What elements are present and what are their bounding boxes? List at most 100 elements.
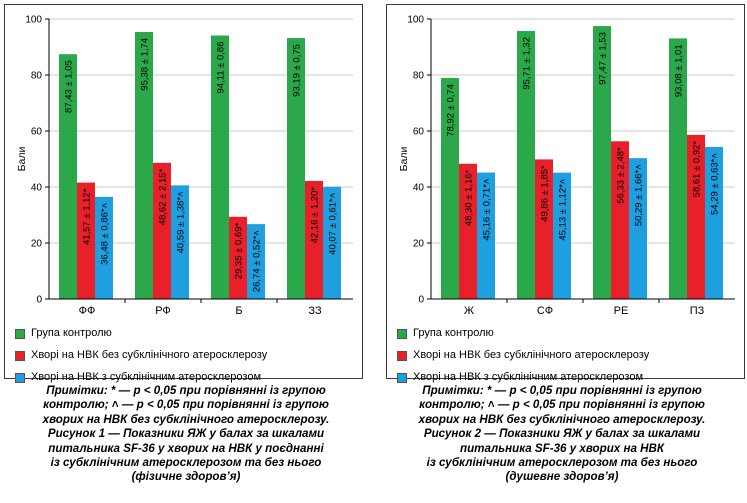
x-tick-label: Ж <box>464 305 474 317</box>
bar <box>517 31 535 300</box>
y-tick-label: 80 <box>413 71 425 82</box>
bar <box>77 182 95 299</box>
note-line: хворих на НВК без субклінічного атероскл… <box>42 412 330 426</box>
bar <box>171 185 189 299</box>
bar-value-label: 41,57 ± 1,12* <box>82 188 93 245</box>
legend-item-control: Група контролю <box>5 325 360 347</box>
y-tick-label: 20 <box>31 239 43 250</box>
x-tick-label: ПЗ <box>690 305 705 317</box>
y-tick-label: 20 <box>413 239 425 250</box>
bar-value-label: 45,13 ± 1,12*˄ <box>558 178 569 240</box>
note-line: контролю; ˄ — р < 0,05 при порівнянні із… <box>419 398 705 412</box>
note-line: Примітки: * — р < 0,05 при порівнянні із… <box>46 384 326 397</box>
legend-swatch-with-atherosclerosis <box>15 373 25 383</box>
y-tick-label: 80 <box>31 71 43 82</box>
bar <box>229 216 247 299</box>
bar-value-label: 78,92 ± 0,74 <box>446 84 457 137</box>
legend-label-without-atherosclerosis: Хворі на НВК без субклінічного атероскле… <box>31 349 268 361</box>
legend-label-without-atherosclerosis: Хворі на НВК без субклінічного атероскле… <box>413 349 650 361</box>
y-tick-label: 40 <box>413 183 425 194</box>
caption-line: (фізичне здоров’я) <box>131 470 241 484</box>
bar-value-label: 95,71 ± 1,32 <box>522 37 533 90</box>
y-axis-label: Бали <box>16 147 28 172</box>
legend-item-with-atherosclerosis: Хворі на НВК з субклінічним атеросклероз… <box>387 369 742 391</box>
bar <box>687 134 705 299</box>
legend-1: Група контролю Хворі на НВК без субкліні… <box>5 325 360 391</box>
bar-chart-1: 0 20 40 60 80 100 Бали 87,43 ± 1,05 41,57 ± 1,12… <box>16 15 353 317</box>
x-tick-label: РЕ <box>614 305 629 317</box>
x-tick-label: ФФ <box>79 305 96 317</box>
bar <box>305 180 323 299</box>
bar-value-label: 26,74 ± 0,52*˄ <box>252 230 263 292</box>
bar-value-label: 49,86 ± 1,85* <box>540 165 551 222</box>
legend-label-control: Група контролю <box>413 327 494 339</box>
bar-value-label: 56,33 ± 2,48* <box>616 147 627 204</box>
bar-value-label: 94,11 ± 0,86 <box>216 41 227 93</box>
y-tick-label: 0 <box>36 295 42 306</box>
caption-line: із субклінічним атеросклерозом та без нь… <box>50 456 322 470</box>
bar-value-label: 48,30 ± 1,16* <box>464 169 475 226</box>
x-tick-label: ЗЗ <box>308 305 322 317</box>
bar-value-label: 50,29 ± 1,66*˄ <box>634 164 645 226</box>
bar <box>669 38 687 299</box>
bar-value-label: 93,19 ± 0,75 <box>292 44 303 97</box>
x-tick-label: Б <box>235 305 242 317</box>
chart-panel-2: 0 20 40 60 80 100 Бали 78,92 ± 0,74 48,30 ± 1,16… <box>386 4 745 383</box>
legend-label-with-atherosclerosis: Хворі на НВК з субклінічним атеросклероз… <box>413 371 644 383</box>
bar-value-label: 87,43 ± 1,05 <box>64 60 75 113</box>
bar-value-label: 36,48 ± 0,86*˄ <box>100 202 111 264</box>
legend-swatch-without-atherosclerosis <box>397 351 407 361</box>
bar <box>59 54 77 299</box>
bar <box>535 159 553 299</box>
legend-item-with-atherosclerosis: Хворі на НВК з субклінічним атеросклероз… <box>5 369 360 391</box>
legend-swatch-control <box>397 329 407 339</box>
note-line: Примітки: * — р < 0,05 при порівнянні із… <box>422 384 702 397</box>
y-tick-label: 100 <box>25 15 42 26</box>
x-tick-label: РФ <box>155 305 171 317</box>
bar-value-label: 42,16 ± 1,20* <box>310 187 321 244</box>
bar-chart-2: 0 20 40 60 80 100 Бали 78,92 ± 0,74 48,30 ± 1,16… <box>398 15 735 317</box>
chart-panel-1: 0 20 40 60 80 100 Бали 87,43 ± 1,05 41,57 ± 1,12… <box>4 4 363 383</box>
caption-line: Рисунок 1 — Показники ЯЖ у балах за шкал… <box>47 427 325 441</box>
bar <box>611 141 629 299</box>
y-tick-label: 0 <box>418 295 424 306</box>
bar <box>287 38 305 300</box>
figure-caption-2: Примітки: * — р < 0,05 при порівнянні із… <box>376 384 747 485</box>
note-line: хворих на НВК без субклінічного атероскл… <box>418 412 706 426</box>
caption-line: (душевне здоров’я) <box>505 470 619 484</box>
bar-value-label: 54,29 ± 0,63*˄ <box>710 153 721 215</box>
bar <box>705 146 723 299</box>
caption-line: із субклінічним атеросклерозом та без нь… <box>426 456 698 470</box>
bar-value-label: 48,62 ± 2,15* <box>158 169 169 226</box>
bar <box>459 163 477 299</box>
figure-caption-1: Примітки: * — р < 0,05 при порівнянні із… <box>0 384 372 485</box>
legend-swatch-with-atherosclerosis <box>397 373 407 383</box>
legend-label-control: Група контролю <box>31 327 112 339</box>
bar-value-label: 45,16 ± 0,71*˄ <box>482 178 493 240</box>
bar-value-label: 93,08 ± 1,01 <box>674 44 685 97</box>
bar-value-label: 40,59 ± 1,38*˄ <box>176 191 187 253</box>
y-axis-label: Бали <box>398 147 410 172</box>
bar <box>135 31 153 299</box>
x-tick-label: СФ <box>537 305 553 317</box>
y-tick-label: 60 <box>413 127 425 138</box>
note-line: контролю; ˄ — р < 0,05 при порівнянні із… <box>43 398 329 412</box>
bar-value-label: 95,38 ± 1,74 <box>140 38 151 91</box>
y-tick-label: 100 <box>407 15 424 26</box>
bar <box>441 78 459 299</box>
bar <box>95 196 113 299</box>
y-tick-label: 40 <box>31 183 43 194</box>
bar <box>211 35 229 299</box>
bar <box>629 158 647 299</box>
bar <box>247 224 265 299</box>
bar <box>153 162 171 299</box>
bar-value-label: 29,35 ± 0,69* <box>234 223 245 280</box>
bar <box>477 172 495 299</box>
bar-value-label: 40,07 ± 0,61*˄ <box>328 192 339 254</box>
legend-2: Група контролю Хворі на НВК без субкліні… <box>387 325 742 391</box>
legend-item-without-atherosclerosis: Хворі на НВК без субклінічного атероскле… <box>387 347 742 369</box>
caption-line: Рисунок 2 — Показники ЯЖ у балах за шкал… <box>423 427 701 441</box>
legend-swatch-without-atherosclerosis <box>15 351 25 361</box>
bar <box>553 172 571 299</box>
legend-label-with-atherosclerosis: Хворі на НВК з субклінічним атеросклероз… <box>31 371 262 383</box>
